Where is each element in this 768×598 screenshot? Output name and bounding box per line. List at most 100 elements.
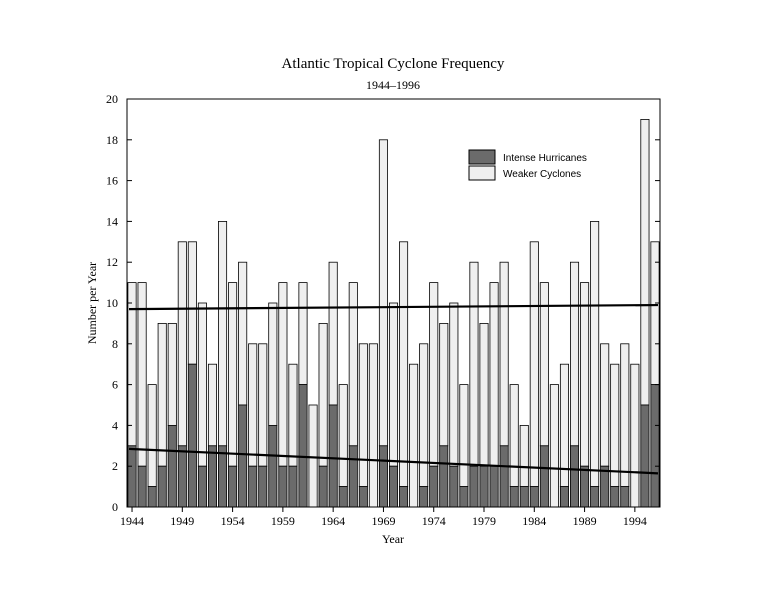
bar-weaker-1951 [197,302,207,467]
bar-intense-1979 [479,465,489,508]
bar-weaker-1971 [399,241,409,488]
x-axis-label: Year [382,532,404,546]
bars-layer [127,119,660,508]
bar-intense-1950 [187,363,197,508]
bar-weaker-1959 [278,282,288,467]
bar-intense-1966 [348,445,358,508]
bar-intense-1965 [338,486,348,508]
bar-intense-1957 [258,465,268,508]
legend-swatch-intense [468,149,496,165]
legend: Intense Hurricanes Weaker Cyclones [468,149,587,181]
bar-intense-1951 [197,465,207,508]
bar-weaker-1995 [640,119,650,406]
bar-intense-1963 [318,465,328,508]
x-tick-label: 1954 [221,514,245,528]
bar-weaker-1984 [529,241,539,488]
bar-intense-1949 [177,445,187,508]
trend-line-intense [128,447,659,475]
bar-weaker-1967 [358,343,368,487]
bar-intense-1985 [539,445,549,508]
bar-weaker-1953 [218,220,228,447]
bar-weaker-1960 [288,363,298,467]
bar-weaker-1980 [489,282,499,467]
bar-weaker-1978 [469,261,479,467]
bar-weaker-1989 [580,282,590,467]
bar-intense-1995 [640,404,650,508]
bar-intense-1987 [559,486,569,508]
bar-intense-1984 [529,486,539,508]
bar-intense-1953 [218,445,228,508]
bar-weaker-1985 [539,282,549,447]
bar-intense-1946 [147,486,157,508]
bar-weaker-1970 [388,302,399,467]
bar-intense-1978 [469,465,479,508]
bar-weaker-1996 [650,241,660,386]
bar-intense-1993 [620,486,630,508]
bar-weaker-1973 [419,343,429,487]
bar-intense-1952 [207,445,218,508]
chart-subtitle: 1944–1996 [366,78,420,92]
x-tick-label: 1949 [170,514,194,528]
x-tick-label: 1959 [271,514,295,528]
y-tick-label: 6 [112,378,118,392]
chart-title: Atlantic Tropical Cyclone Frequency [282,56,505,72]
bar-weaker-1977 [459,384,469,488]
bar-intense-1970 [388,465,399,508]
y-tick-label: 10 [106,296,118,310]
bar-weaker-1986 [549,384,559,508]
bar-intense-1954 [228,465,238,508]
y-tick-label: 8 [112,337,118,351]
x-tick-label: 1969 [371,514,395,528]
bar-intense-1976 [449,465,459,508]
y-tick-label: 2 [112,459,118,473]
x-tick-label: 1984 [522,514,546,528]
y-tick-label: 16 [106,174,118,188]
y-tick-label: 14 [106,214,118,228]
bar-weaker-1982 [509,384,519,488]
bar-intense-1971 [399,486,409,508]
bar-weaker-1948 [167,322,177,426]
y-tick-label: 20 [106,92,118,106]
bar-intense-1991 [600,465,610,508]
bar-intense-1960 [288,465,298,508]
bar-intense-1964 [328,404,338,508]
bar-intense-1956 [248,465,258,508]
bar-intense-1959 [278,465,288,508]
bar-intense-1989 [580,465,590,508]
bar-weaker-1963 [318,322,328,467]
bar-intense-1975 [439,445,449,508]
bar-weaker-1993 [620,343,630,487]
bar-intense-1996 [650,384,660,508]
legend-swatch-weaker [468,165,496,181]
bar-intense-1945 [137,465,147,508]
x-tick-label: 1979 [472,514,496,528]
bar-intense-1958 [268,424,278,508]
bar-intense-1983 [519,486,529,508]
bar-intense-1992 [610,486,620,508]
bar-intense-1961 [298,384,308,508]
bar-intense-1967 [358,486,368,508]
bar-weaker-1955 [238,261,248,406]
bar-weaker-1946 [147,384,157,488]
bar-weaker-1972 [409,363,419,508]
trend-layer [128,303,659,475]
y-tick-label: 0 [112,500,118,514]
bar-weaker-1969 [378,139,388,447]
bar-weaker-1952 [207,363,218,447]
bar-weaker-1956 [248,343,258,467]
bar-intense-1988 [569,445,580,508]
bar-weaker-1965 [338,384,348,488]
x-tick-label: 1989 [573,514,597,528]
bar-intense-1990 [590,486,600,508]
bar-weaker-1981 [499,261,509,447]
bar-weaker-1988 [569,261,580,447]
bar-intense-1977 [459,486,469,508]
bar-intense-1944 [127,445,137,508]
x-tick-label: 1994 [623,514,647,528]
bar-weaker-1994 [630,363,640,508]
bar-weaker-1949 [177,241,187,447]
bar-weaker-1991 [600,343,610,467]
axes-layer: 0 2 4 6 8 10 12 14 16 18 20 1944 1949 1954 1959 1964 196… [106,92,661,528]
bar-intense-1948 [167,424,177,508]
